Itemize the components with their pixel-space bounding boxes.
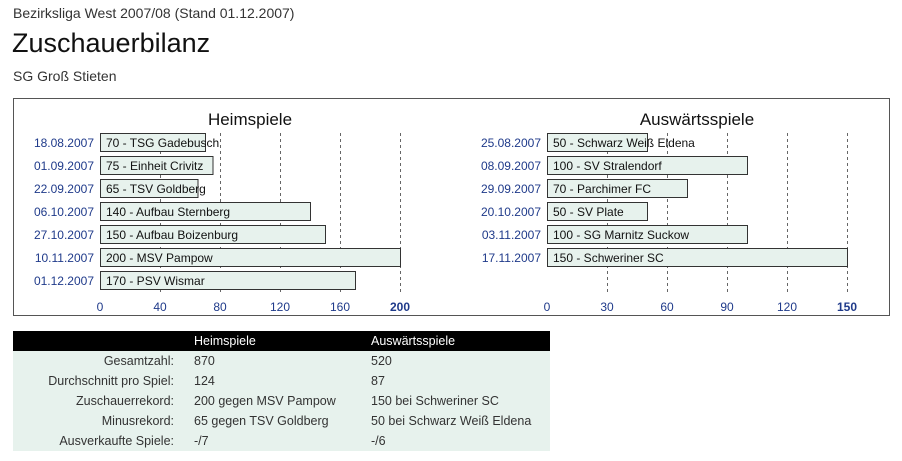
home-bar (100, 225, 326, 244)
away-bar-label: 100 - SV Stralendorf (553, 159, 662, 173)
home-bar-label: 75 - Einheit Crivitz (106, 159, 203, 173)
away-bar (547, 202, 648, 221)
away-date-label: 03.11.2007 (482, 228, 541, 242)
summary-table: Heimspiele Auswärtsspiele Gesamtzahl: 87… (13, 331, 550, 451)
summary-header-away: Auswärtsspiele (365, 331, 550, 351)
away-chart-title: Auswärtsspiele (640, 110, 754, 129)
home-bar (100, 133, 206, 152)
summary-header-home: Heimspiele (188, 331, 365, 351)
away-value: 87 (365, 371, 550, 391)
home-bar (100, 248, 401, 267)
home-bar-label: 200 - MSV Pampow (106, 251, 213, 265)
home-value: 870 (188, 351, 365, 371)
home-tick-label: 160 (330, 300, 350, 314)
home-chart-title: Heimspiele (208, 110, 292, 129)
away-bar (547, 179, 688, 198)
table-row: Gesamtzahl: 870 520 (13, 351, 550, 371)
home-bar-label: 170 - PSV Wismar (106, 274, 205, 288)
summary-header-row: Heimspiele Auswärtsspiele (13, 331, 550, 351)
home-bar-label: 150 - Aufbau Boizenburg (106, 228, 238, 242)
away-tick-label: 0 (544, 300, 551, 314)
away-date-label: 25.08.2007 (481, 136, 541, 150)
charts-panel: Heimspiele 70 - TSG Gadebusch 18.08.2007 75… (13, 98, 890, 316)
team-name: SG Groß Stieten (13, 68, 117, 84)
home-tick-label: 200 (390, 300, 410, 314)
away-bar-label: 70 - Parchimer FC (553, 182, 651, 196)
away-bar (547, 156, 748, 175)
away-bar-label: 50 - Schwarz Weiß Eldena (553, 136, 695, 150)
table-row: Zuschauerrekord: 200 gegen MSV Pampow 15… (13, 391, 550, 411)
home-date-label: 27.10.2007 (34, 228, 94, 242)
home-bar-label: 140 - Aufbau Sternberg (106, 205, 230, 219)
home-bar (100, 156, 214, 175)
home-value: -/7 (188, 431, 365, 451)
away-bar (547, 133, 648, 152)
home-date-label: 22.09.2007 (34, 182, 94, 196)
table-row: Durchschnitt pro Spiel: 124 87 (13, 371, 550, 391)
row-label: Gesamtzahl: (13, 351, 188, 371)
home-date-label: 18.08.2007 (34, 136, 94, 150)
row-label: Zuschauerrekord: (13, 391, 188, 411)
attendance-charts: Heimspiele 70 - TSG Gadebusch 18.08.2007 75… (34, 110, 857, 314)
away-bar-label: 150 - Schweriner SC (553, 251, 664, 265)
away-bar (547, 248, 848, 267)
home-tick-label: 120 (270, 300, 290, 314)
page-title: Zuschauerbilanz (12, 28, 211, 58)
home-date-label: 01.12.2007 (34, 274, 94, 288)
row-label: Durchschnitt pro Spiel: (13, 371, 188, 391)
table-row: Minusrekord: 65 gegen TSV Goldberg 50 be… (13, 411, 550, 431)
home-value: 124 (188, 371, 365, 391)
away-date-label: 29.09.2007 (481, 182, 541, 196)
table-row: Ausverkaufte Spiele: -/7 -/6 (13, 431, 550, 451)
away-bar-label: 50 - SV Plate (553, 205, 624, 219)
away-date-label: 17.11.2007 (482, 251, 541, 265)
away-date-label: 08.09.2007 (481, 159, 541, 173)
home-tick-label: 80 (213, 300, 227, 314)
home-bar (100, 202, 311, 221)
home-date-label: 01.09.2007 (34, 159, 94, 173)
away-value: 520 (365, 351, 550, 371)
away-tick-label: 150 (837, 300, 857, 314)
season-subtitle: Bezirksliga West 2007/08 (Stand 01.12.20… (13, 5, 295, 21)
home-bar-label: 70 - TSG Gadebusch (106, 136, 219, 150)
away-value: 50 bei Schwarz Weiß Eldena (365, 411, 550, 431)
away-tick-label: 60 (660, 300, 674, 314)
home-bar (100, 179, 199, 198)
home-value: 200 gegen MSV Pampow (188, 391, 365, 411)
home-date-label: 06.10.2007 (34, 205, 94, 219)
away-tick-label: 120 (777, 300, 797, 314)
away-bar (547, 225, 748, 244)
away-value: -/6 (365, 431, 550, 451)
away-bar-label: 100 - SG Marnitz Suckow (553, 228, 689, 242)
summary-header-empty (13, 331, 188, 351)
away-tick-label: 90 (720, 300, 734, 314)
home-value: 65 gegen TSV Goldberg (188, 411, 365, 431)
away-date-label: 20.10.2007 (481, 205, 541, 219)
home-tick-label: 0 (97, 300, 104, 314)
home-bar (100, 271, 356, 290)
home-bar-label: 65 - TSV Goldberg (106, 182, 206, 196)
home-date-label: 10.11.2007 (35, 251, 94, 265)
row-label: Ausverkaufte Spiele: (13, 431, 188, 451)
away-tick-label: 30 (600, 300, 614, 314)
away-value: 150 bei Schweriner SC (365, 391, 550, 411)
row-label: Minusrekord: (13, 411, 188, 431)
home-tick-label: 40 (153, 300, 167, 314)
